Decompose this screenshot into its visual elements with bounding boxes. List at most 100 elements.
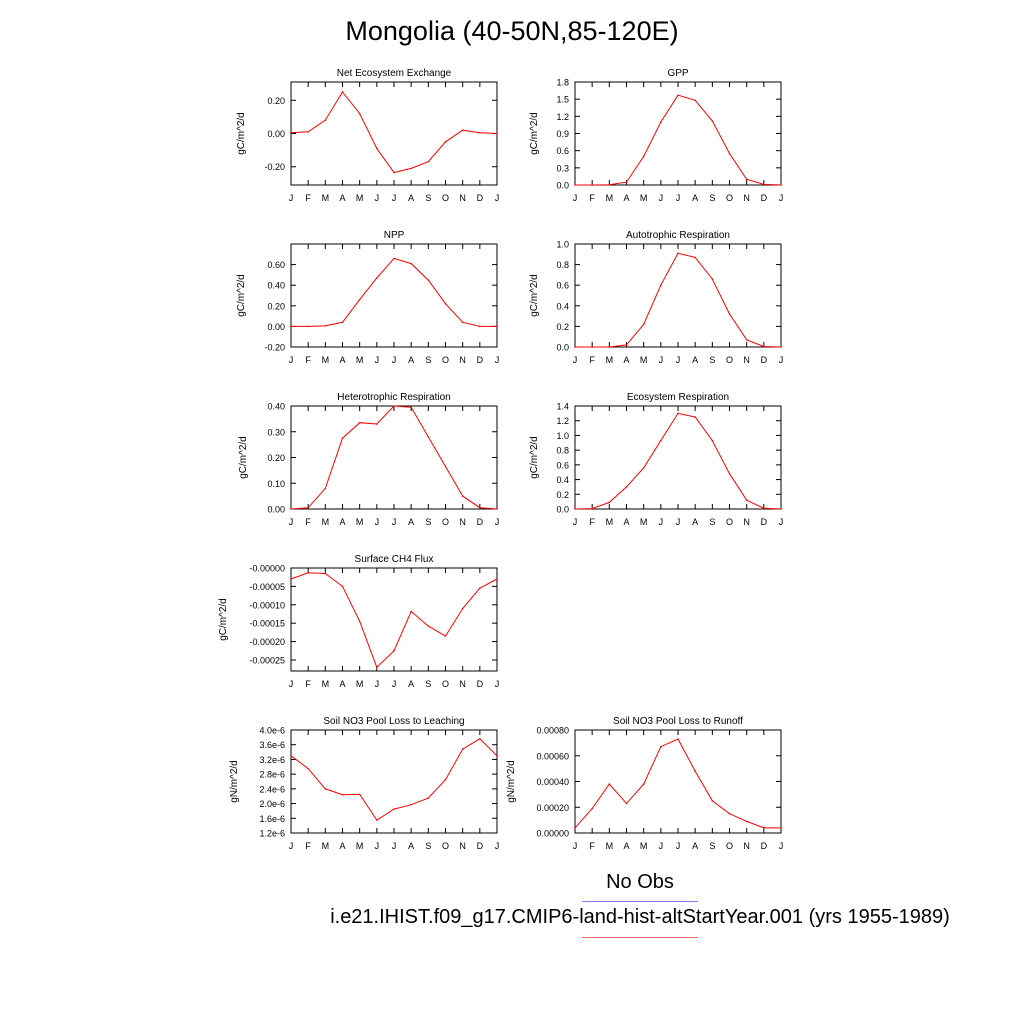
x-tick-label: O xyxy=(442,841,449,851)
data-point xyxy=(625,181,628,183)
data-point xyxy=(376,819,378,821)
data-point xyxy=(763,827,765,829)
data-point xyxy=(479,506,481,509)
data-point xyxy=(608,783,611,785)
series-line xyxy=(290,91,498,174)
x-tick-label: A xyxy=(408,841,414,851)
legend-case-line xyxy=(582,937,698,938)
data-point xyxy=(745,820,748,823)
x-tick-label: F xyxy=(589,355,595,365)
data-point xyxy=(461,495,464,497)
x-tick-label: M xyxy=(606,355,614,365)
x-tick-label: S xyxy=(425,355,431,365)
data-point xyxy=(290,325,292,328)
plot-frame xyxy=(290,567,498,672)
y-tick-label: -0.00015 xyxy=(249,619,285,629)
x-tick-label: N xyxy=(743,841,750,851)
data-point xyxy=(625,802,628,805)
data-point xyxy=(427,797,430,799)
data-point xyxy=(427,279,430,281)
x-tick-label: J xyxy=(573,517,578,527)
y-tick-label: -0.20 xyxy=(264,162,285,172)
data-point xyxy=(358,112,361,115)
y-tick-label: 0.4 xyxy=(556,301,569,311)
panel-title: Ecosystem Respiration xyxy=(627,392,729,403)
data-point xyxy=(711,278,714,280)
y-tick-label: 0.9 xyxy=(556,129,569,139)
legend-case-label: i.e21.IHIST.f09_g17.CMIP6-land-hist-altS… xyxy=(330,906,950,928)
data-point xyxy=(496,132,498,135)
data-point xyxy=(677,412,679,415)
y-tick-label: -0.00010 xyxy=(249,600,285,610)
data-point xyxy=(745,338,748,341)
y-tick-label: 0.6 xyxy=(556,281,569,291)
x-tick-label: D xyxy=(477,517,484,527)
series-line xyxy=(575,252,782,348)
x-tick-label: J xyxy=(495,193,500,203)
x-tick-label: O xyxy=(726,193,733,203)
x-tick-label: F xyxy=(589,517,595,527)
y-tick-label: 0.2 xyxy=(556,490,569,500)
x-tick-label: A xyxy=(692,841,698,851)
x-tick-label: F xyxy=(305,841,311,851)
x-tick-label: J xyxy=(375,355,380,365)
data-point xyxy=(660,121,662,123)
x-tick-label: J xyxy=(289,679,294,689)
data-point xyxy=(479,738,481,740)
data-point xyxy=(410,610,412,613)
data-point xyxy=(642,467,645,469)
x-tick-label: S xyxy=(425,517,431,527)
x-tick-label: A xyxy=(339,841,345,851)
panel-title: Soil NO3 Pool Loss to Runoff xyxy=(613,716,743,727)
y-tick-label: 0.0 xyxy=(556,181,569,191)
data-point xyxy=(642,155,645,158)
y-tick-label: 0.00000 xyxy=(536,829,569,839)
panel-title: Soil NO3 Pool Loss to Leaching xyxy=(323,716,464,727)
x-tick-label: J xyxy=(676,841,681,851)
data-point xyxy=(358,421,361,424)
x-tick-label: F xyxy=(589,841,595,851)
data-point xyxy=(711,800,714,802)
x-tick-label: M xyxy=(322,193,330,203)
x-tick-label: J xyxy=(289,841,294,851)
data-point xyxy=(763,183,765,186)
data-point xyxy=(574,508,576,510)
data-point xyxy=(290,754,292,757)
data-point xyxy=(393,808,395,810)
y-tick-label: 0.60 xyxy=(267,260,285,270)
panel-8: Soil NO3 Pool Loss to Leaching gN/m^2/d J F… xyxy=(229,716,499,851)
data-point xyxy=(780,346,782,348)
series-line xyxy=(291,257,497,327)
data-point xyxy=(410,167,412,170)
y-tick-label: 0.0 xyxy=(556,505,569,515)
x-tick-label: O xyxy=(726,841,733,851)
y-tick-label: 3.6e-6 xyxy=(259,740,285,750)
data-point xyxy=(728,313,731,315)
data-point xyxy=(324,325,327,327)
x-tick-label: J xyxy=(659,355,664,365)
x-tick-label: M xyxy=(606,517,614,527)
x-tick-label: F xyxy=(305,517,311,527)
y-tick-label: 1.4 xyxy=(556,402,569,412)
x-tick-label: A xyxy=(623,517,629,527)
x-tick-label: J xyxy=(289,193,294,203)
data-point xyxy=(376,423,378,425)
x-tick-label: J xyxy=(392,517,397,527)
data-point xyxy=(479,131,481,134)
data-point xyxy=(376,147,378,150)
data-point xyxy=(780,184,782,186)
x-tick-label: J xyxy=(392,679,397,689)
x-tick-label: A xyxy=(692,517,698,527)
data-point xyxy=(393,171,395,174)
x-tick-label: A xyxy=(623,841,629,851)
x-tick-label: J xyxy=(659,193,664,203)
plot-frame xyxy=(574,729,782,834)
data-point xyxy=(324,788,327,790)
series-line xyxy=(574,412,782,510)
series-line xyxy=(290,572,498,669)
y-tick-label: 2.0e-6 xyxy=(259,799,285,809)
data-point xyxy=(324,119,327,122)
data-point xyxy=(427,625,430,627)
